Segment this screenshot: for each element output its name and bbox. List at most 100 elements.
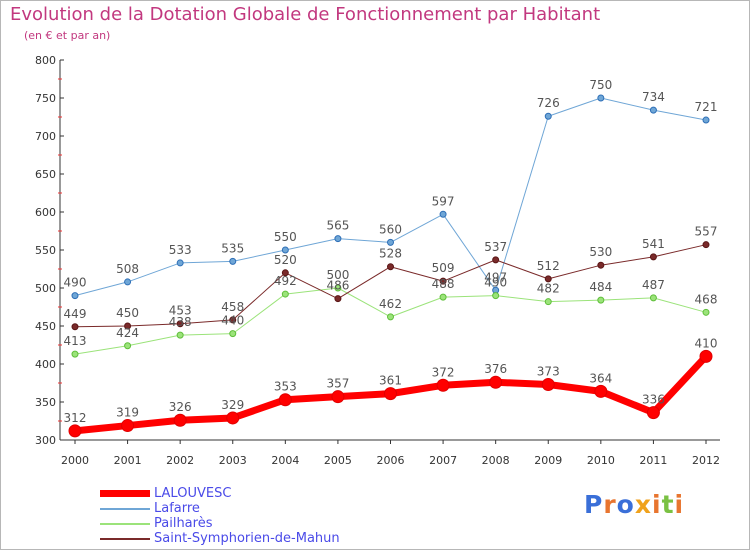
x-tick-label: 2005 [324, 454, 352, 467]
data-label: 490 [484, 276, 507, 290]
logo-letter: r [603, 490, 617, 519]
proxiti-logo: Proxiti [584, 490, 684, 519]
data-label: 312 [64, 411, 87, 425]
data-point [544, 275, 552, 283]
y-tick-label: 600 [35, 206, 56, 219]
data-label: 734 [642, 90, 665, 104]
data-label: 537 [484, 240, 507, 254]
data-label: 319 [116, 406, 139, 420]
data-label: 462 [379, 297, 402, 311]
data-point [334, 235, 342, 243]
data-point [594, 384, 608, 398]
data-label: 361 [379, 374, 402, 388]
data-label: 410 [695, 336, 718, 350]
legend-swatch [100, 508, 150, 510]
x-tick-label: 2001 [114, 454, 142, 467]
data-label: 750 [589, 78, 612, 92]
x-tick-label: 2012 [692, 454, 720, 467]
data-label: 440 [221, 314, 244, 328]
data-point [597, 94, 605, 102]
data-point [173, 413, 187, 427]
chart-subtitle: (en € et par an) [24, 29, 111, 42]
logo-letter: i [652, 490, 662, 519]
data-label: 497 [484, 270, 507, 284]
x-tick-label: 2004 [271, 454, 299, 467]
data-point [439, 277, 447, 285]
data-point [71, 292, 79, 300]
legend-label: Saint-Symphorien-de-Mahun [154, 531, 340, 546]
data-point [649, 106, 657, 114]
data-label: 438 [169, 315, 192, 329]
data-point [121, 419, 135, 433]
y-tick-label: 800 [35, 54, 56, 67]
y-tick-label: 400 [35, 358, 56, 371]
data-point [124, 342, 132, 350]
data-point [387, 313, 394, 321]
data-point [71, 350, 79, 358]
data-label: 492 [274, 274, 297, 288]
y-tick-label: 450 [35, 320, 56, 333]
data-point [331, 390, 345, 404]
data-label: 550 [274, 230, 297, 244]
data-label: 373 [537, 365, 560, 379]
data-point [387, 263, 394, 271]
data-label: 721 [695, 100, 718, 114]
legend-label: LALOUVESC [154, 486, 232, 501]
data-label: 336 [642, 393, 665, 407]
data-point [68, 424, 82, 438]
data-point [439, 293, 447, 301]
data-label: 597 [432, 194, 455, 208]
data-point [702, 116, 710, 124]
y-tick-label: 750 [35, 92, 56, 105]
y-tick-label: 700 [35, 130, 56, 143]
data-label: 468 [695, 292, 718, 306]
data-point [281, 246, 289, 254]
data-label: 449 [64, 307, 87, 321]
y-tick-label: 300 [35, 434, 56, 447]
data-point [702, 308, 710, 316]
data-label: 557 [695, 225, 718, 239]
data-point [281, 269, 289, 277]
data-label: 490 [64, 276, 87, 290]
x-tick-label: 2008 [482, 454, 510, 467]
data-label: 353 [274, 380, 297, 394]
y-tick-label: 350 [35, 396, 56, 409]
data-label: 533 [169, 243, 192, 257]
data-label: 726 [537, 96, 560, 110]
data-point [176, 259, 184, 267]
data-point [439, 210, 447, 218]
legend-swatch [100, 538, 150, 540]
data-point [229, 257, 237, 265]
data-point [229, 330, 237, 338]
data-point [124, 278, 132, 286]
logo-letter: i [674, 490, 685, 519]
data-label: 484 [589, 280, 612, 294]
legend-swatch [100, 523, 150, 525]
data-point [649, 294, 657, 302]
data-label: 357 [326, 377, 349, 391]
data-label: 413 [64, 334, 87, 348]
y-tick-label: 550 [35, 244, 56, 257]
data-point [541, 378, 555, 392]
data-point [646, 406, 660, 420]
legend-label: Pailharès [154, 516, 213, 531]
logo-letter: P [584, 490, 604, 519]
data-label: 486 [326, 279, 349, 293]
data-label: 488 [432, 277, 455, 291]
data-label: 376 [484, 362, 507, 376]
y-tick-label: 500 [35, 282, 56, 295]
legend-swatch [100, 490, 150, 497]
x-tick-label: 2000 [61, 454, 89, 467]
data-label: 450 [116, 306, 139, 320]
x-tick-label: 2002 [166, 454, 194, 467]
data-label: 500 [326, 268, 349, 282]
x-tick-label: 2003 [219, 454, 247, 467]
x-tick-label: 2009 [534, 454, 562, 467]
data-label: 565 [326, 219, 349, 233]
data-label: 453 [169, 304, 192, 318]
data-point [597, 296, 605, 304]
data-point [699, 349, 713, 363]
data-point [176, 331, 184, 339]
